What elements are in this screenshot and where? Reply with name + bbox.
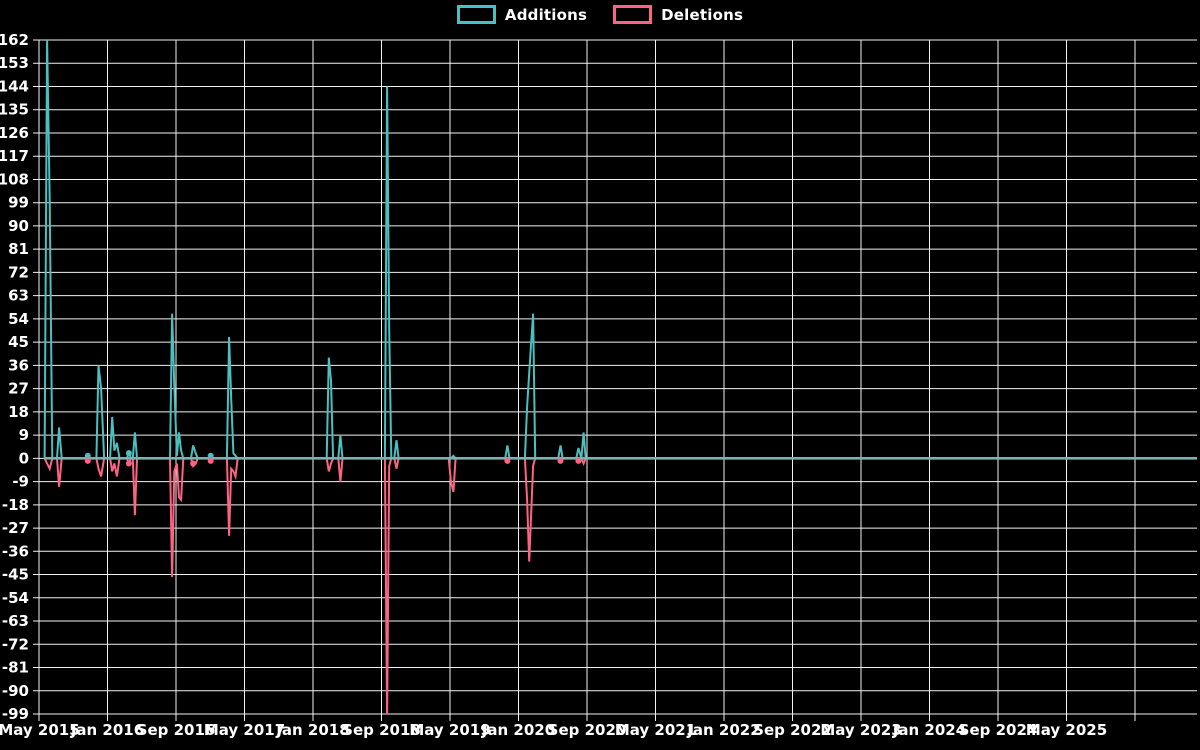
- y-tick-label: 9: [19, 426, 29, 444]
- x-tick-label: Sep 2024: [959, 721, 1038, 739]
- y-tick-label: -99: [2, 705, 29, 723]
- x-tick-label: May 2015: [0, 721, 80, 739]
- point-dot: [504, 457, 511, 464]
- x-tick-label: Jan 2024: [892, 721, 966, 739]
- y-tick-label: 108: [0, 170, 29, 188]
- x-tick-label: Sep 2020: [548, 721, 627, 739]
- y-tick-label: -81: [2, 659, 29, 677]
- point-dot: [125, 450, 132, 457]
- legend-label-deletions: Deletions: [661, 5, 744, 24]
- y-tick-label: -18: [2, 496, 29, 514]
- y-tick-label: 0: [19, 449, 29, 467]
- y-tick-label: -63: [2, 612, 29, 630]
- y-tick-label: 117: [0, 147, 29, 165]
- x-tick-label: May 2019: [409, 721, 490, 739]
- x-tick-label: Jan 2016: [70, 721, 144, 739]
- x-tick-label: Jan 2020: [481, 721, 555, 739]
- point-dot: [125, 460, 132, 467]
- y-tick-label: -27: [2, 519, 29, 537]
- y-tick-label: -90: [2, 682, 29, 700]
- y-tick-label: 72: [8, 263, 29, 281]
- point-markers: [84, 450, 582, 467]
- y-tick-label: 99: [8, 194, 29, 212]
- legend-item-additions[interactable]: Additions: [456, 5, 588, 24]
- y-tick-label: 63: [8, 287, 29, 305]
- y-tick-label: 36: [8, 356, 29, 374]
- x-tick-label: Jan 2022: [686, 721, 760, 739]
- legend-item-deletions[interactable]: Deletions: [613, 5, 743, 24]
- y-tick-label: -72: [2, 635, 29, 653]
- y-tick-label: 153: [0, 54, 29, 72]
- x-tick-label: Sep 2016: [137, 721, 216, 739]
- x-tick-label: Sep 2018: [342, 721, 421, 739]
- point-dot: [557, 457, 564, 464]
- x-tick-label: May 2025: [1026, 721, 1107, 739]
- legend-label-additions: Additions: [504, 5, 588, 24]
- y-tick-label: 126: [0, 124, 29, 142]
- x-tick-label: May 2021: [615, 721, 696, 739]
- y-tick-label: -9: [12, 473, 29, 491]
- point-dot: [84, 457, 91, 464]
- y-tick-label: 45: [8, 333, 29, 351]
- point-dot: [575, 457, 582, 464]
- y-tick-label: 54: [8, 310, 29, 328]
- chart-legend: Additions Deletions: [0, 5, 1200, 24]
- point-dot: [207, 457, 214, 464]
- additions-swatch-icon: [456, 5, 496, 24]
- y-tick-label: 135: [0, 101, 29, 119]
- y-tick-label: 162: [0, 31, 29, 49]
- y-tick-label: -36: [2, 542, 29, 560]
- y-tick-label: 18: [8, 403, 29, 421]
- x-tick-label: May 2023: [820, 721, 901, 739]
- y-tick-label: 144: [0, 77, 29, 95]
- point-dot: [84, 452, 91, 459]
- y-tick-label: -45: [2, 566, 29, 584]
- y-tick-label: 90: [8, 217, 29, 235]
- point-dot: [190, 460, 197, 467]
- y-tick-label: 81: [8, 240, 29, 258]
- x-tick-label: Sep 2022: [753, 721, 832, 739]
- x-tick-label: May 2017: [204, 721, 285, 739]
- y-tick-label: 27: [8, 380, 29, 398]
- x-tick-label: Jan 2018: [275, 721, 349, 739]
- y-tick-label: -54: [2, 589, 29, 607]
- deletions-swatch-icon: [613, 5, 653, 24]
- point-dot: [207, 452, 214, 459]
